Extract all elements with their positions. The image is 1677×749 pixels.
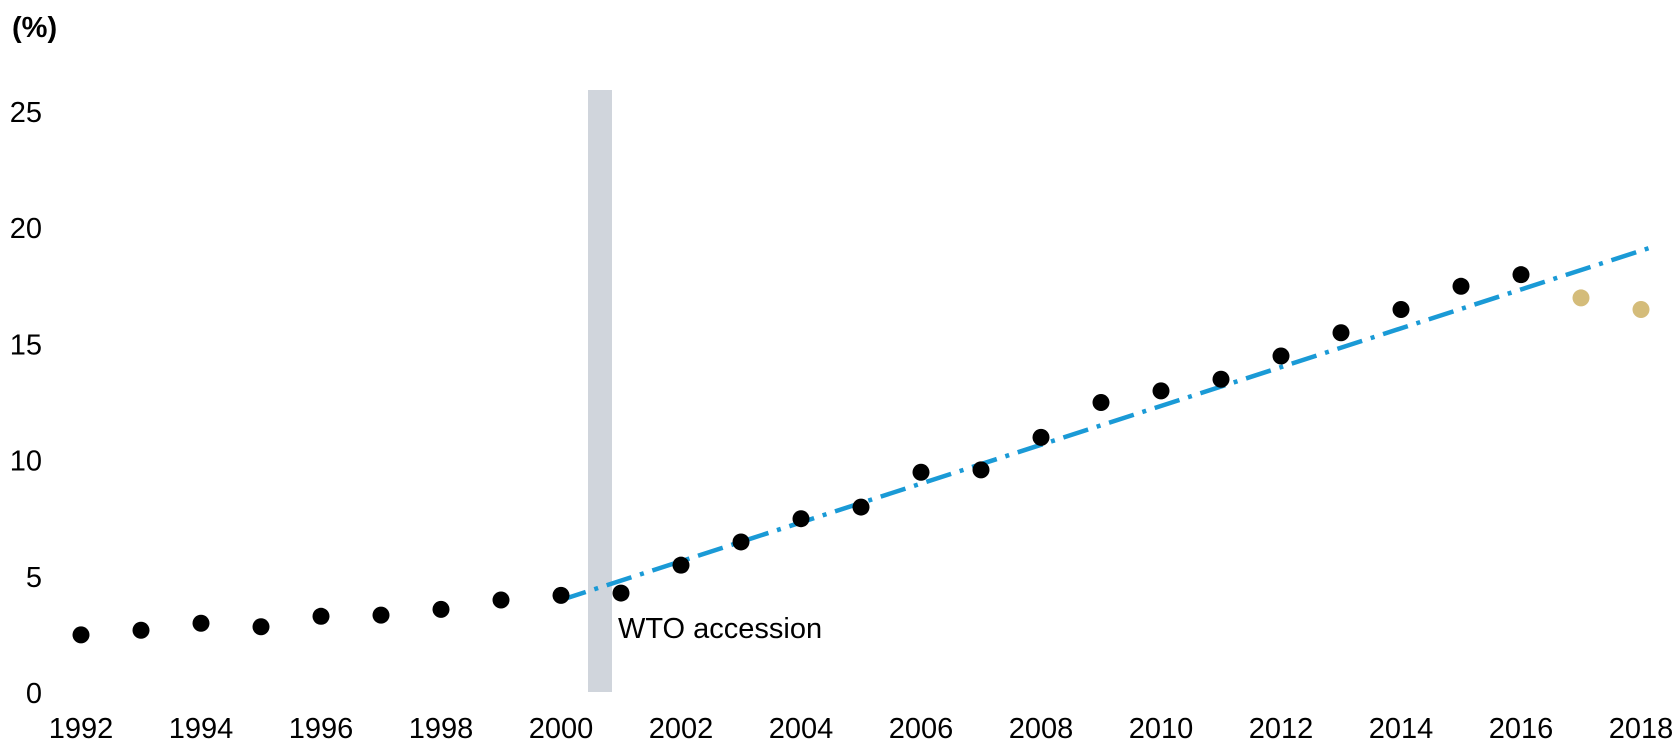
- data-point-2005: [852, 498, 870, 516]
- y-axis-unit-label: (%): [12, 12, 58, 44]
- data-point-2009: [1092, 394, 1110, 411]
- x-tick-label: 2018: [1609, 713, 1674, 745]
- wto-accession-band: [588, 90, 612, 692]
- x-tick-label: 1992: [49, 713, 114, 745]
- x-tick-label: 2008: [1009, 713, 1074, 745]
- y-tick-label: 5: [26, 562, 42, 594]
- data-point-1993: [132, 621, 150, 639]
- data-point-2007: [972, 461, 990, 479]
- data-point-1997: [372, 606, 390, 624]
- x-tick-label: 1998: [409, 713, 474, 745]
- x-tick-label: 1994: [169, 713, 234, 745]
- data-point-1998: [432, 600, 450, 618]
- data-point-2017: [1572, 289, 1590, 307]
- data-point-2011: [1212, 370, 1230, 388]
- data-point-1999: [492, 591, 510, 609]
- wto-accession-annotation: WTO accession: [618, 613, 822, 645]
- y-tick-label: 15: [10, 329, 42, 361]
- y-tick-label: 0: [26, 678, 42, 710]
- x-tick-label: 2012: [1249, 713, 1314, 745]
- y-tick-label: 10: [10, 446, 42, 478]
- x-tick-label: 2016: [1489, 713, 1554, 745]
- data-point-2002: [672, 556, 690, 574]
- data-point-2016: [1512, 266, 1530, 284]
- x-tick-label: 2000: [529, 713, 594, 745]
- data-point-1996: [312, 607, 330, 625]
- y-tick-label: 25: [10, 97, 42, 129]
- data-point-1995: [252, 618, 270, 636]
- data-point-2001: [612, 584, 630, 602]
- data-point-2015: [1452, 277, 1470, 295]
- x-tick-label: 2006: [889, 713, 954, 745]
- data-point-1994: [192, 614, 210, 632]
- data-point-2018: [1632, 301, 1650, 319]
- data-point-2004: [792, 510, 810, 528]
- y-tick-label: 20: [10, 213, 42, 245]
- data-point-2006: [912, 463, 930, 481]
- data-point-1992: [72, 626, 90, 644]
- data-point-2014: [1392, 301, 1410, 319]
- x-tick-label: 2004: [769, 713, 834, 745]
- x-tick-label: 2014: [1369, 713, 1434, 745]
- x-tick-label: 2002: [649, 713, 714, 745]
- data-point-2000: [552, 586, 570, 604]
- data-point-2010: [1152, 382, 1170, 400]
- x-tick-label: 2010: [1129, 713, 1194, 745]
- data-point-2012: [1272, 347, 1290, 365]
- x-tick-label: 1996: [289, 713, 354, 745]
- data-point-2003: [732, 533, 750, 551]
- data-point-2013: [1332, 324, 1350, 342]
- data-point-2008: [1032, 428, 1050, 446]
- trend-line: [560, 244, 1654, 603]
